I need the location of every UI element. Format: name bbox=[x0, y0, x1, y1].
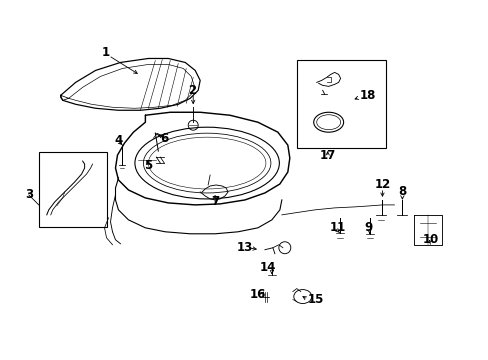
Text: 10: 10 bbox=[422, 233, 439, 246]
Text: 3: 3 bbox=[25, 188, 33, 202]
Text: 17: 17 bbox=[319, 149, 335, 162]
Text: 8: 8 bbox=[397, 185, 406, 198]
Bar bbox=[296, 60, 386, 148]
Text: 2: 2 bbox=[188, 84, 196, 97]
Text: 6: 6 bbox=[160, 132, 168, 145]
Text: 1: 1 bbox=[102, 46, 109, 59]
Text: 4: 4 bbox=[114, 134, 122, 147]
Text: 18: 18 bbox=[359, 89, 375, 102]
Text: 7: 7 bbox=[211, 195, 219, 208]
Bar bbox=[39, 152, 106, 227]
Text: 13: 13 bbox=[236, 241, 253, 254]
Text: 15: 15 bbox=[307, 293, 324, 306]
Text: 9: 9 bbox=[364, 221, 372, 234]
Text: 14: 14 bbox=[259, 261, 276, 274]
Text: 5: 5 bbox=[144, 158, 152, 172]
Text: 12: 12 bbox=[374, 179, 390, 192]
Text: 16: 16 bbox=[249, 288, 265, 301]
Text: 11: 11 bbox=[329, 221, 345, 234]
